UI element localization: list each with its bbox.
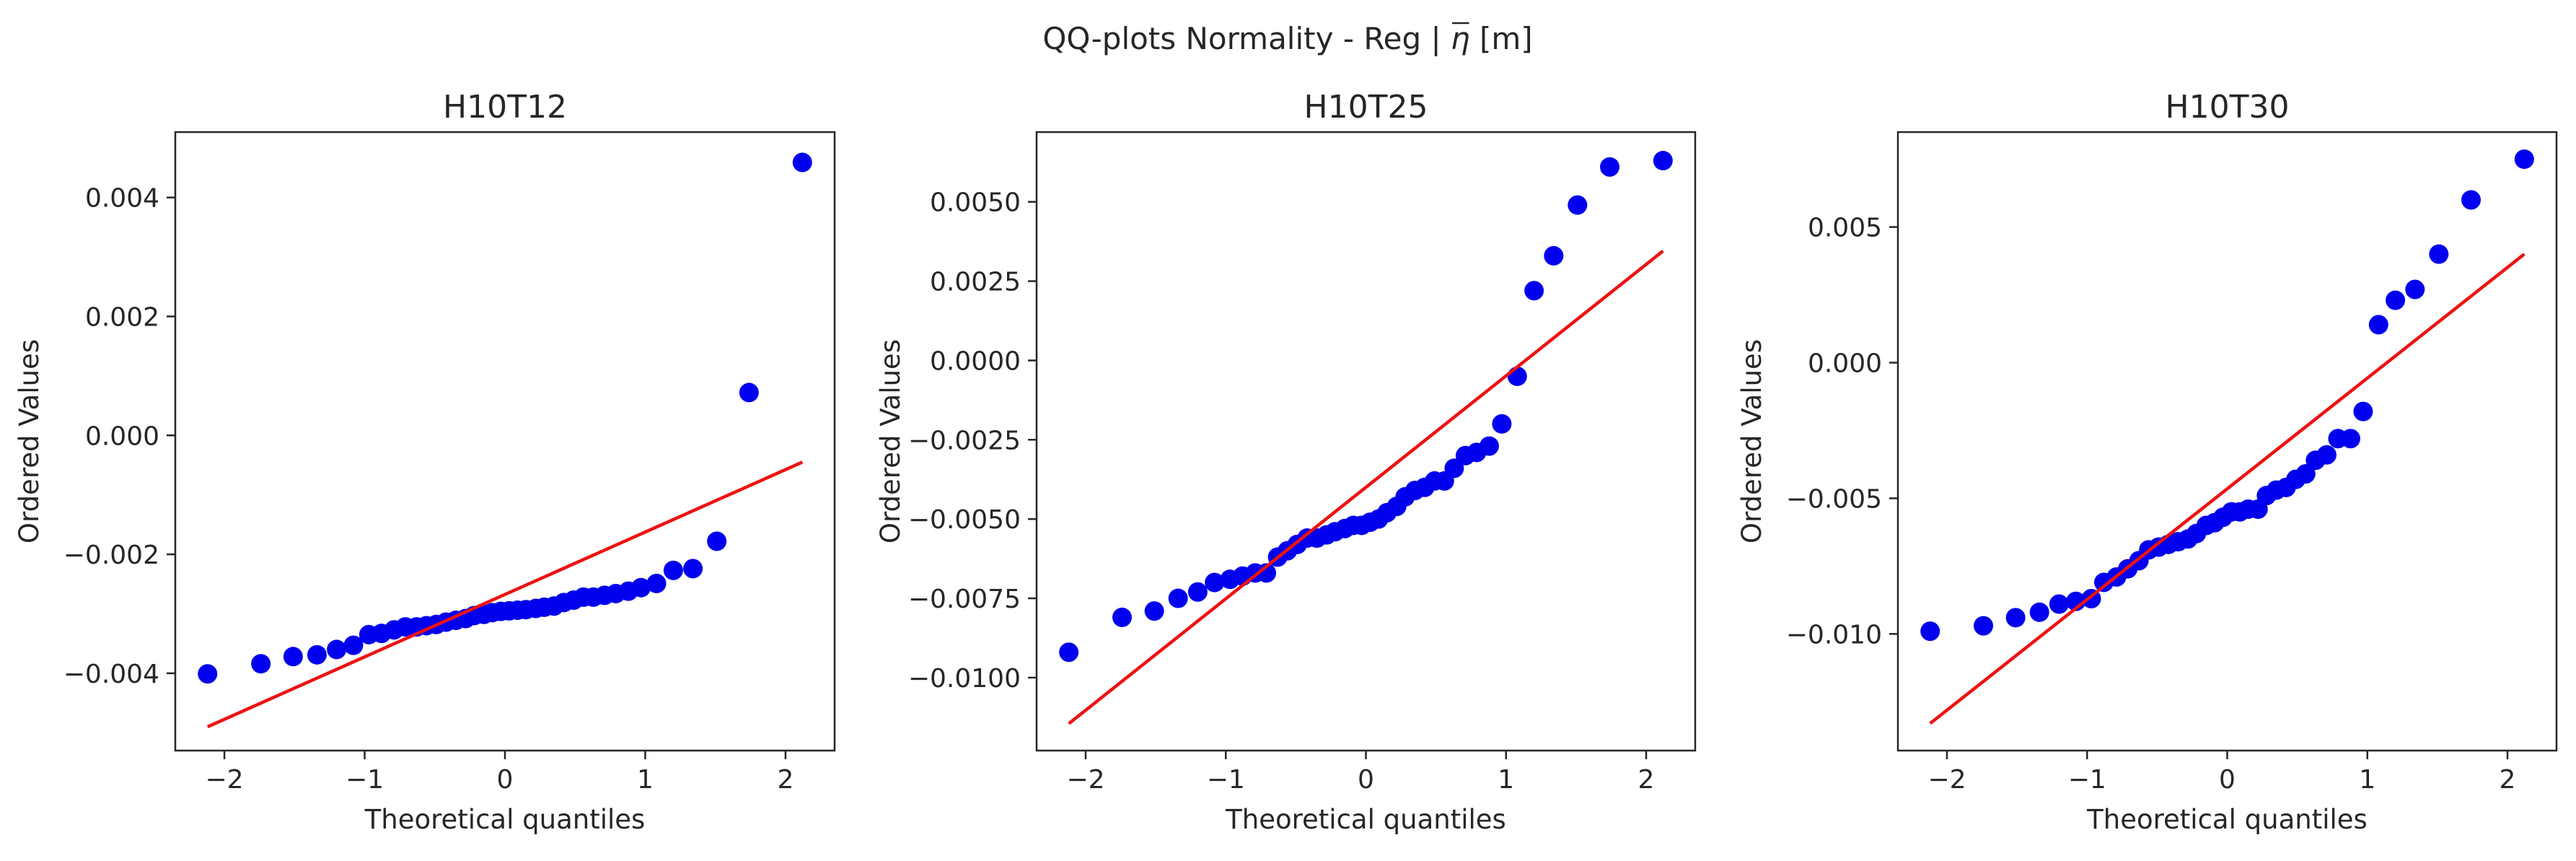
data-point: [327, 639, 347, 660]
x-tick-label: 1: [637, 765, 654, 795]
data-point: [2049, 594, 2069, 614]
y-tick-label: 0.0050: [930, 188, 1021, 218]
eta-bar-symbol: η: [1451, 21, 1470, 56]
y-tick-label: 0.000: [1808, 349, 1882, 378]
data-point: [2461, 190, 2482, 210]
axes-frame: [1896, 131, 2558, 752]
y-axis-label: Ordered Values: [1736, 339, 1767, 543]
data-point: [2405, 279, 2425, 300]
y-tick-label: −0.0025: [908, 426, 1021, 455]
data-point: [1973, 616, 1993, 636]
x-tick-label: −1: [2068, 765, 2106, 795]
y-tick-label: −0.002: [63, 541, 159, 570]
x-axis-label: Theoretical quantiles: [1225, 804, 1506, 835]
x-axis-label: Theoretical quantiles: [364, 804, 646, 835]
data-point: [1568, 195, 1588, 215]
data-point: [2029, 602, 2049, 622]
axes-frame: [1035, 131, 1697, 752]
data-point: [283, 647, 303, 667]
panel-title: H10T25: [1304, 89, 1428, 126]
reference-line: [206, 460, 804, 729]
panel-title: H10T30: [2166, 89, 2290, 126]
data-point: [1507, 366, 1527, 386]
panel-title: H10T12: [443, 89, 567, 126]
data-point: [1112, 607, 1132, 627]
x-tick-label: −2: [1066, 765, 1104, 795]
data-point: [1920, 621, 1940, 642]
data-point: [2353, 401, 2373, 421]
x-tick-label: −1: [1207, 765, 1245, 795]
data-point: [2386, 290, 2406, 310]
x-tick-label: −2: [1927, 765, 1966, 795]
qq-panel-3: H10T30 −2 −1 0 1 2 −0.010 −0.005 0.000 0.005 Theor…: [1736, 89, 2558, 835]
reference-line: [1068, 250, 1664, 725]
data-point: [251, 654, 271, 674]
y-tick-label: 0.000: [85, 421, 159, 451]
data-point: [707, 531, 727, 551]
data-point: [1168, 588, 1188, 608]
x-tick-label: 0: [497, 765, 514, 795]
y-axis-label: Ordered Values: [875, 339, 906, 543]
figure-suptitle: QQ-plots Normality - Reg | η [m]: [1042, 21, 1532, 56]
data-point: [343, 635, 364, 655]
x-tick-label: 0: [2219, 765, 2236, 795]
data-point: [1653, 151, 1673, 171]
data-point: [307, 644, 327, 665]
reference-line: [1929, 253, 2526, 725]
x-tick-label: −1: [346, 765, 384, 795]
y-tick-label: 0.002: [85, 302, 159, 332]
y-tick-label: 0.0025: [930, 268, 1021, 297]
data-point: [2340, 429, 2360, 449]
data-point: [2316, 445, 2337, 465]
y-tick-label: −0.0100: [908, 664, 1021, 694]
data-point: [2368, 315, 2388, 335]
x-tick-label: −2: [206, 765, 244, 795]
data-point: [1187, 582, 1208, 602]
x-tick-label: 0: [1358, 765, 1374, 795]
y-tick-label: −0.0050: [908, 505, 1021, 535]
data-point: [1492, 414, 1512, 434]
y-tick-label: 0.005: [1808, 214, 1882, 243]
x-tick-label: 2: [1638, 765, 1655, 795]
x-tick-label: 2: [2500, 765, 2516, 795]
y-tick-label: −0.005: [1786, 484, 1882, 514]
y-tick-label: −0.004: [63, 660, 159, 689]
x-tick-label: 1: [2359, 765, 2375, 795]
data-point: [2429, 244, 2449, 264]
data-point: [1257, 563, 1277, 583]
data-point: [2295, 464, 2316, 484]
y-tick-label: 0.004: [85, 184, 159, 214]
data-point: [1205, 572, 1225, 593]
data-point: [1544, 245, 1564, 266]
data-point: [1144, 601, 1164, 621]
data-point: [1059, 642, 1079, 663]
qq-panel-2: H10T25 −2 −1 0 1 2 −0.0100 −0.0075 −0.0050 −0.002…: [875, 89, 1697, 835]
data-point: [1479, 436, 1499, 456]
x-tick-label: 2: [777, 765, 794, 795]
data-point: [739, 383, 759, 403]
y-tick-label: −0.010: [1786, 620, 1882, 650]
data-point: [1524, 281, 1544, 301]
data-point: [198, 664, 218, 684]
y-tick-label: 0.0000: [930, 346, 1021, 376]
data-point: [683, 559, 703, 579]
data-point: [1600, 157, 1620, 177]
x-tick-label: 1: [1498, 765, 1514, 795]
y-axis-label: Ordered Values: [14, 339, 45, 543]
data-point: [2005, 608, 2026, 628]
axes-frame: [174, 131, 836, 752]
data-point: [2514, 149, 2534, 170]
data-point: [1444, 458, 1464, 478]
data-point: [631, 577, 651, 598]
data-point: [663, 560, 683, 580]
qq-panel-1: H10T12 −2 −1 0 1 2 −0.004 −0.002 0.000 0.002 0.004…: [14, 89, 836, 835]
data-point: [792, 152, 812, 172]
data-point: [646, 573, 667, 593]
y-tick-label: −0.0075: [908, 585, 1021, 614]
x-axis-label: Theoretical quantiles: [2086, 804, 2368, 835]
